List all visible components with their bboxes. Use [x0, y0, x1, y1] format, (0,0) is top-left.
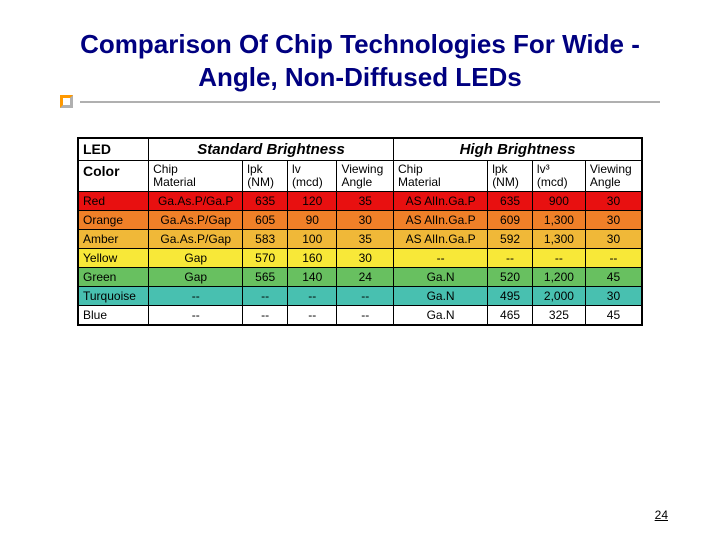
table-row: GreenGap56514024Ga.N5201,20045 — [78, 268, 642, 287]
table-row: YellowGap57016030-------- — [78, 249, 642, 268]
data-cell: -- — [585, 249, 642, 268]
data-cell: 35 — [337, 192, 394, 211]
bullet-square-icon — [60, 95, 73, 108]
data-cell: 45 — [585, 306, 642, 326]
data-cell: -- — [337, 287, 394, 306]
table-header-row-2: Color ChipMateriallpk(NM)lv(mcd)ViewingA… — [78, 161, 642, 192]
data-cell: AS AlIn.Ga.P — [394, 230, 488, 249]
comparison-table: LED Standard Brightness High Brightness … — [77, 137, 643, 326]
color-label-cell: Red — [78, 192, 149, 211]
sub-header: ViewingAngle — [337, 161, 394, 192]
table-header-row-1: LED Standard Brightness High Brightness — [78, 138, 642, 161]
sub-header: lv(mcd) — [288, 161, 337, 192]
data-cell: Ga.As.P/Gap — [149, 211, 243, 230]
data-cell: -- — [337, 306, 394, 326]
group-header-high: High Brightness — [394, 138, 642, 161]
data-cell: Ga.N — [394, 287, 488, 306]
data-cell: -- — [288, 287, 337, 306]
data-cell: 520 — [488, 268, 533, 287]
sub-header: ChipMaterial — [149, 161, 243, 192]
data-cell: Ga.N — [394, 268, 488, 287]
color-label-cell: Green — [78, 268, 149, 287]
data-cell: 325 — [532, 306, 585, 326]
data-cell: 465 — [488, 306, 533, 326]
data-cell: -- — [532, 249, 585, 268]
led-header-top: LED — [78, 138, 149, 161]
color-label-cell: Turquoise — [78, 287, 149, 306]
table-row: Blue--------Ga.N46532545 — [78, 306, 642, 326]
data-cell: -- — [243, 287, 288, 306]
color-label-cell: Yellow — [78, 249, 149, 268]
color-label-cell: Orange — [78, 211, 149, 230]
data-cell: 90 — [288, 211, 337, 230]
data-cell: 30 — [337, 249, 394, 268]
data-cell: 570 — [243, 249, 288, 268]
data-cell: -- — [243, 306, 288, 326]
data-cell: AS AlIn.Ga.P — [394, 211, 488, 230]
data-cell: 1,200 — [532, 268, 585, 287]
data-cell: 635 — [243, 192, 288, 211]
data-cell: 30 — [585, 287, 642, 306]
color-label-cell: Blue — [78, 306, 149, 326]
data-cell: 140 — [288, 268, 337, 287]
data-cell: 565 — [243, 268, 288, 287]
table-row: RedGa.As.P/Ga.P63512035AS AlIn.Ga.P63590… — [78, 192, 642, 211]
sub-header: ViewingAngle — [585, 161, 642, 192]
data-cell: 30 — [585, 192, 642, 211]
sub-header: lpk(NM) — [243, 161, 288, 192]
data-cell: 583 — [243, 230, 288, 249]
data-cell: Gap — [149, 268, 243, 287]
table-row: OrangeGa.As.P/Gap6059030AS AlIn.Ga.P6091… — [78, 211, 642, 230]
color-label-cell: Amber — [78, 230, 149, 249]
data-cell: -- — [149, 306, 243, 326]
data-cell: Ga.As.P/Gap — [149, 230, 243, 249]
led-header-bottom: Color — [78, 161, 149, 192]
data-cell: 592 — [488, 230, 533, 249]
data-cell: 609 — [488, 211, 533, 230]
data-cell: 900 — [532, 192, 585, 211]
data-cell: 35 — [337, 230, 394, 249]
data-cell: 635 — [488, 192, 533, 211]
data-cell: 495 — [488, 287, 533, 306]
data-cell: 24 — [337, 268, 394, 287]
table-row: AmberGa.As.P/Gap58310035AS AlIn.Ga.P5921… — [78, 230, 642, 249]
data-cell: 30 — [585, 211, 642, 230]
data-cell: Gap — [149, 249, 243, 268]
slide-title: Comparison Of Chip Technologies For Wide… — [0, 0, 720, 101]
data-cell: -- — [394, 249, 488, 268]
data-cell: 30 — [585, 230, 642, 249]
comparison-table-container: LED Standard Brightness High Brightness … — [77, 137, 643, 326]
data-cell: 120 — [288, 192, 337, 211]
table-body: RedGa.As.P/Ga.P63512035AS AlIn.Ga.P63590… — [78, 192, 642, 326]
page-number: 24 — [655, 508, 668, 522]
sub-header: lv³(mcd) — [532, 161, 585, 192]
data-cell: -- — [149, 287, 243, 306]
data-cell: 1,300 — [532, 211, 585, 230]
data-cell: Ga.As.P/Ga.P — [149, 192, 243, 211]
data-cell: -- — [488, 249, 533, 268]
sub-header: ChipMaterial — [394, 161, 488, 192]
data-cell: Ga.N — [394, 306, 488, 326]
data-cell: 1,300 — [532, 230, 585, 249]
data-cell: 605 — [243, 211, 288, 230]
sub-header: lpk(NM) — [488, 161, 533, 192]
data-cell: -- — [288, 306, 337, 326]
data-cell: 160 — [288, 249, 337, 268]
title-underline — [0, 101, 720, 103]
data-cell: 100 — [288, 230, 337, 249]
data-cell: 30 — [337, 211, 394, 230]
data-cell: AS AlIn.Ga.P — [394, 192, 488, 211]
group-header-standard: Standard Brightness — [149, 138, 394, 161]
data-cell: 2,000 — [532, 287, 585, 306]
table-row: Turquoise--------Ga.N4952,00030 — [78, 287, 642, 306]
data-cell: 45 — [585, 268, 642, 287]
